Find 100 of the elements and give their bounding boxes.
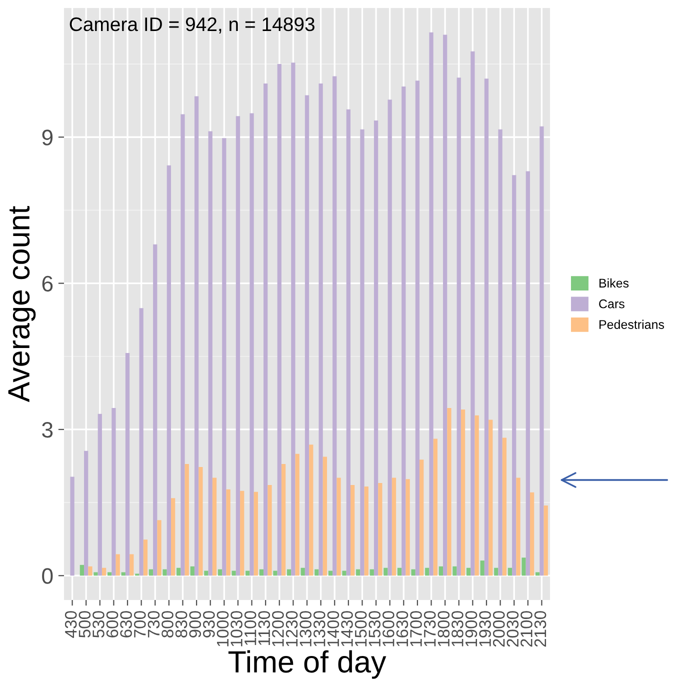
bar (80, 564, 84, 576)
bar (139, 308, 144, 576)
x-tick-label: 1230 (286, 611, 298, 646)
legend-label: Pedestrians (599, 320, 664, 329)
y-axis-title: Average count (8, 206, 36, 402)
x-tick-label: 1930 (479, 611, 491, 646)
bar (470, 51, 475, 576)
bar (374, 120, 378, 576)
bar (254, 492, 258, 576)
bar (70, 476, 74, 576)
x-tick-label: 1430 (341, 611, 353, 646)
bar (218, 569, 222, 576)
bar (415, 80, 420, 576)
bar (425, 568, 430, 576)
bar (346, 109, 350, 576)
bar (484, 78, 489, 576)
bar (420, 460, 424, 576)
bar (498, 129, 502, 576)
bar (281, 464, 286, 576)
x-tick-label: 2130 (534, 611, 546, 647)
y-tick-label: 3 (42, 422, 53, 438)
bar (112, 408, 116, 576)
bar (540, 126, 544, 576)
chart-title: Camera ID = 942, n = 14893 (70, 17, 314, 34)
bar (226, 489, 230, 576)
x-tick-label: 530 (92, 611, 104, 638)
bar (153, 244, 158, 576)
x-tick-label: 1630 (396, 611, 408, 646)
x-tick-label: 730 (148, 611, 160, 638)
bar (522, 558, 526, 576)
bar (411, 569, 416, 576)
bar (480, 560, 484, 576)
bar (295, 454, 300, 576)
bar (240, 490, 244, 576)
bar (438, 566, 443, 576)
bar (456, 78, 461, 576)
bar (176, 568, 181, 576)
bar (356, 569, 360, 576)
bar (530, 492, 534, 576)
x-tick-label: 2000 (492, 611, 505, 647)
bar (378, 483, 382, 576)
bar (488, 420, 493, 576)
bar (502, 438, 507, 576)
bar (526, 171, 530, 576)
bar (116, 554, 120, 576)
bar (180, 114, 185, 576)
bar (474, 415, 479, 576)
bar (402, 86, 406, 576)
bar (84, 450, 88, 576)
bar (508, 568, 512, 576)
bar (494, 568, 498, 576)
bar (466, 568, 471, 576)
x-tick-label: 2100 (520, 611, 532, 647)
bar (536, 572, 540, 576)
x-tick-label: 430 (64, 611, 77, 638)
bar (102, 568, 106, 576)
x-tick-label: 1600 (382, 611, 394, 646)
legend-label: Bikes (599, 278, 629, 288)
bar (392, 478, 396, 576)
bar (125, 352, 130, 576)
bar (143, 540, 148, 576)
bar (332, 76, 337, 576)
y-tick-label: 9 (42, 130, 53, 146)
x-tick-label: 1100 (244, 611, 256, 645)
bar (304, 95, 310, 576)
bar (360, 129, 364, 576)
x-tick-label: 1730 (424, 611, 436, 646)
bar (318, 84, 323, 576)
bar (429, 32, 434, 576)
x-tick-label: 1500 (354, 611, 367, 646)
bar (198, 466, 203, 576)
bar (171, 498, 176, 576)
bar (184, 464, 189, 576)
bar (277, 64, 282, 576)
x-tick-label: 900 (189, 611, 202, 638)
bar (442, 34, 448, 576)
bar (300, 568, 305, 576)
bar (370, 569, 374, 576)
x-tick-label: 1300 (300, 611, 312, 646)
x-tick-label: 630 (120, 611, 132, 638)
x-tick-label: 800 (162, 611, 174, 638)
bar (342, 570, 346, 576)
y-tick-label: 0 (42, 568, 53, 584)
x-tick-label: 2030 (506, 611, 519, 647)
x-tick-label: 1900 (465, 611, 478, 646)
x-tick-label: 700 (134, 611, 146, 638)
x-tick-label: 1400 (327, 611, 340, 646)
bar (264, 84, 268, 576)
bar (460, 409, 466, 576)
bar (130, 554, 134, 576)
legend-label: Cars (599, 299, 624, 308)
y-tick-label: 6 (42, 276, 53, 292)
bar (388, 100, 392, 576)
bar (364, 486, 368, 576)
x-tick-label: 1000 (216, 611, 229, 646)
bar (447, 408, 452, 576)
bar (433, 438, 438, 576)
bar (512, 175, 516, 576)
x-tick-label: 600 (106, 611, 118, 638)
bar (322, 456, 328, 576)
